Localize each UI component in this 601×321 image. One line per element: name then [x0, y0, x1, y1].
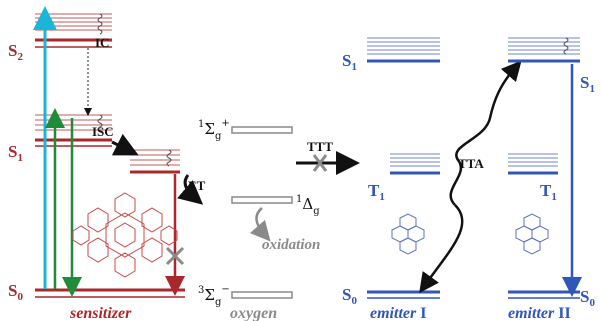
emitter1-name: emitter I — [370, 305, 426, 321]
sensitizer-s2-label: S2 — [8, 41, 23, 63]
s1-vibrational-wiggle — [97, 114, 103, 132]
tta-label: TTA — [458, 156, 484, 171]
phosphorescence-cross — [165, 246, 185, 266]
emitter2-s0-label: S0 — [580, 287, 595, 309]
oxygen-ground-label: 3Σg− — [198, 284, 230, 308]
oxygen-name: oxygen — [230, 305, 277, 321]
emitter2-molecule-icon — [515, 213, 549, 255]
emitter1-s0-label: S0 — [342, 285, 357, 307]
oxygen-singlet-delta-level — [231, 196, 293, 204]
s2-vibrational-wiggle — [97, 13, 103, 35]
emitter1-s1-label: S1 — [342, 51, 357, 73]
emitter1-t1-label: T1 — [368, 181, 385, 203]
sensitizer-s1-label: S1 — [8, 142, 23, 164]
ttt-label: TTT — [307, 139, 333, 154]
ttt-cross — [312, 154, 328, 172]
emitter2-s1-levels — [508, 37, 580, 63]
et-arrow — [177, 174, 204, 205]
emitter2-s1-label: S1 — [580, 73, 595, 95]
isc-label: ISC — [92, 124, 114, 139]
emitter1-s1-levels — [367, 37, 440, 63]
oxygen-delta-label: 1Δg — [296, 194, 320, 217]
oxygen-triplet-ground-level — [231, 291, 293, 299]
emitter1-t1-levels — [390, 153, 440, 175]
sensitizer-name: sensitizer — [69, 305, 132, 321]
emitter1-molecule-icon — [391, 213, 425, 255]
oxidation-arrow — [249, 207, 271, 242]
sensitizer-s0-level — [35, 288, 185, 298]
sensitizer-t1-levels — [130, 149, 180, 174]
et-label: ET — [188, 178, 206, 193]
emitter2-name: emitter II — [508, 305, 571, 321]
emitter2-t1-levels — [508, 153, 558, 175]
oxygen-singlet-sigma-level — [231, 126, 293, 134]
tta-wavy-arrow-down — [419, 204, 464, 294]
oxygen-sigma-plus-label: 1Σg+ — [198, 118, 230, 142]
ic-label: IC — [95, 35, 109, 50]
sensitizer-molecule-icon — [72, 192, 178, 278]
oxidation-label: oxidation — [262, 237, 320, 253]
sensitizer-s1-levels — [35, 114, 112, 147]
emitter2-t1-label: T1 — [540, 181, 557, 203]
sensitizer-s0-label: S0 — [8, 281, 23, 303]
tta-wavy-arrow-up — [449, 60, 522, 206]
isc-arrow — [111, 133, 139, 156]
